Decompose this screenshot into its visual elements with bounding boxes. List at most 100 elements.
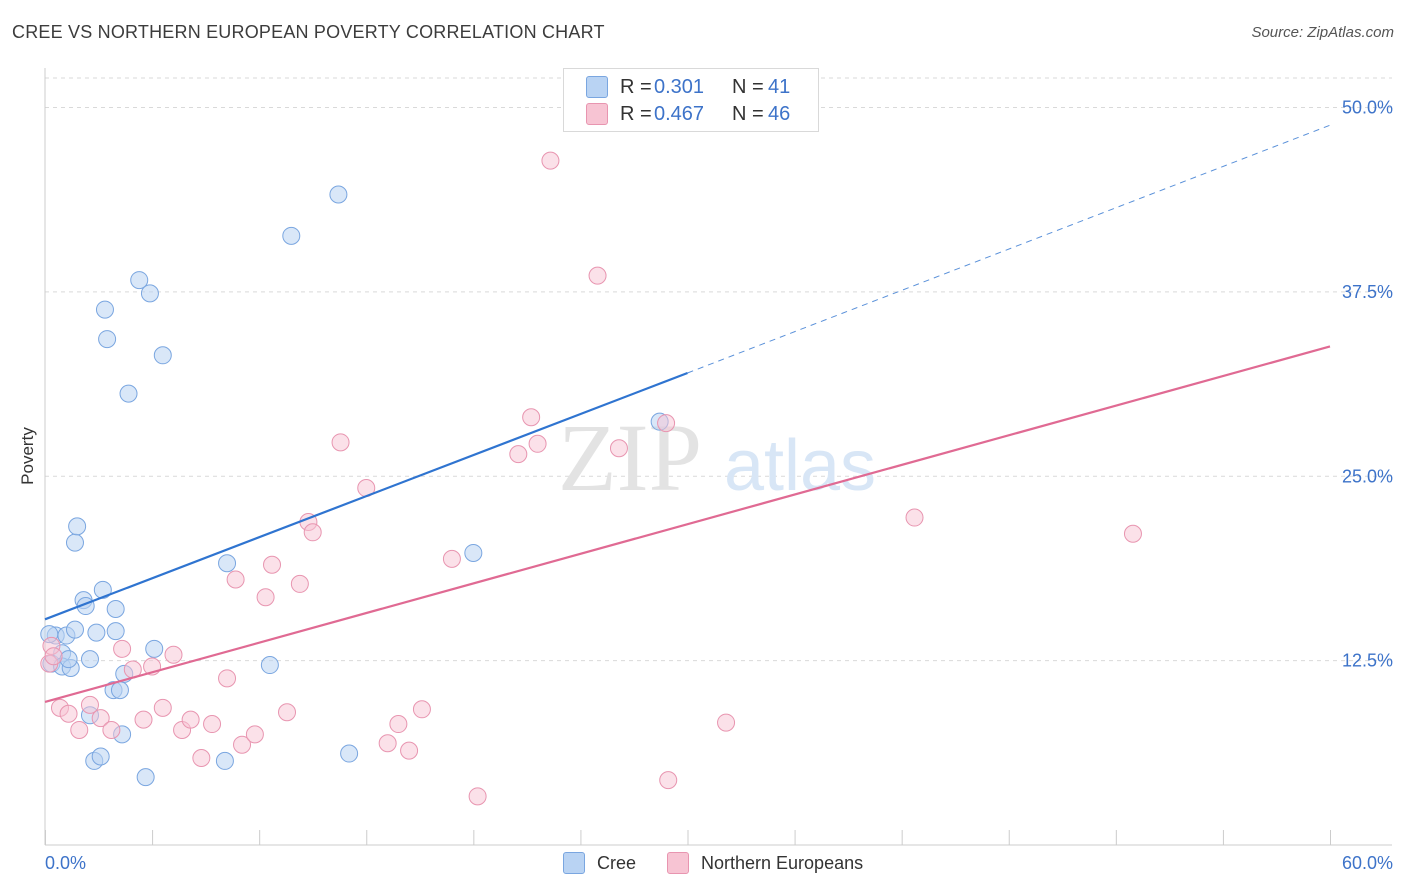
x-tick-label: 60.0% [1342, 853, 1393, 873]
cree-point [68, 517, 87, 536]
series-cree [40, 185, 669, 787]
cree-swatch [563, 852, 585, 874]
northern-europeans-point [153, 698, 172, 717]
cree-point [136, 768, 155, 787]
y-tick-label: 50.0% [1342, 98, 1393, 118]
y-axis-label: Poverty [18, 427, 37, 485]
cree-point [119, 384, 138, 403]
northern-europeans-point [226, 570, 245, 589]
y-tick-label: 25.0% [1342, 466, 1393, 486]
legend-item-cree[interactable]: Cree [563, 852, 636, 874]
x-tick-labels: 0.0% 60.0% [45, 853, 1393, 873]
northern-europeans-point [657, 414, 676, 433]
northern-europeans-point [412, 700, 431, 719]
northern-europeans-point [181, 710, 200, 729]
r-label: R = [620, 75, 652, 98]
northern-europeans-point [378, 734, 397, 753]
legend-label-northern-europeans: Northern Europeans [701, 852, 864, 873]
cree-point [340, 744, 359, 763]
series-legend: Cree Northern Europeans [0, 852, 1406, 878]
northern-europeans-point [102, 720, 121, 739]
cree-point [87, 623, 106, 642]
n-label: N = [732, 102, 764, 125]
n-value: 46 [768, 102, 791, 125]
northern-europeans-point [442, 549, 461, 568]
cree-point [110, 681, 129, 700]
n-label: N = [732, 75, 764, 98]
northern-europeans-point [528, 434, 547, 453]
northern-europeans-point [256, 588, 275, 607]
northern-europeans-point [278, 703, 297, 722]
northern-europeans-point [80, 695, 99, 714]
watermark: ZIP atlas [558, 404, 876, 511]
cree-point [65, 533, 84, 552]
legend-label-cree: Cree [597, 852, 637, 873]
northern-europeans-point [905, 508, 924, 527]
x-tick-label: 0.0% [45, 853, 86, 873]
cree-point [106, 622, 125, 641]
cree-point [91, 747, 110, 766]
cree-point [98, 330, 117, 349]
cree-point [329, 185, 348, 204]
northern-europeans-point [113, 639, 132, 658]
cree-point [145, 639, 164, 658]
chart-title: CREE VS NORTHERN EUROPEAN POVERTY CORREL… [12, 22, 605, 42]
northern-europeans-point [233, 735, 252, 754]
cree-point [80, 650, 99, 669]
northern-europeans-point [203, 715, 222, 734]
northern-europeans-point [303, 523, 322, 542]
northern-europeans-point [1123, 524, 1142, 543]
northern-europeans-point [609, 439, 628, 458]
northern-europeans-point [522, 408, 541, 427]
axes [44, 68, 1392, 846]
northern-europeans-point [59, 704, 78, 723]
trendlines [44, 124, 1331, 703]
northern-europeans-point [44, 647, 63, 666]
northern-europeans-point [91, 709, 110, 728]
northern-europeans-point [541, 151, 560, 170]
r-value: 0.301 [654, 75, 705, 98]
northern-europeans-point [468, 787, 487, 806]
series-northern-europeans [40, 151, 1142, 806]
legend-row-cree: R = 0.301 N = 41 [586, 75, 790, 99]
ne-swatch [667, 852, 689, 874]
cree-point [260, 656, 279, 675]
legend-row-northern-europeans: R = 0.467 N = 46 [586, 102, 790, 126]
cree-point [130, 271, 149, 290]
y-tick-label: 37.5% [1342, 282, 1393, 302]
northern-europeans-point [717, 713, 736, 732]
northern-europeans-point [70, 720, 89, 739]
cree-point [59, 650, 78, 669]
r-label: R = [620, 102, 652, 125]
northern-europeans-point [245, 725, 264, 744]
cree-point [464, 543, 483, 562]
cree-point [106, 600, 125, 618]
northern-europeans-point [134, 710, 153, 729]
northern-europeans-point [659, 771, 678, 790]
source-label: Source: ZipAtlas.com [1251, 24, 1394, 41]
northern-europeans-point [164, 645, 183, 664]
cree-trendline-extension [687, 124, 1331, 374]
n-value: 41 [768, 75, 791, 98]
cree-swatch [586, 76, 608, 98]
watermark-zip: ZIP [558, 404, 702, 511]
y-tick-labels: 12.5% 25.0% 37.5% 50.0% [1342, 98, 1393, 671]
cree-point [95, 300, 114, 319]
r-value: 0.467 [654, 102, 705, 125]
y-tick-label: 12.5% [1342, 651, 1393, 671]
cree-point [140, 284, 159, 303]
ne-swatch [586, 103, 608, 125]
northern-europeans-point [389, 715, 408, 734]
northern-europeans-point [290, 574, 309, 593]
cree-point [218, 554, 237, 573]
cree-point [153, 346, 172, 365]
cree-point [282, 226, 301, 245]
northern-europeans-point [192, 748, 211, 767]
cree-point [215, 751, 234, 770]
gridlines [45, 77, 1392, 662]
legend-item-northern-europeans[interactable]: Northern Europeans [667, 852, 863, 874]
northern-europeans-point [588, 266, 607, 285]
northern-europeans-trendline [44, 345, 1331, 703]
northern-europeans-point [400, 741, 419, 760]
